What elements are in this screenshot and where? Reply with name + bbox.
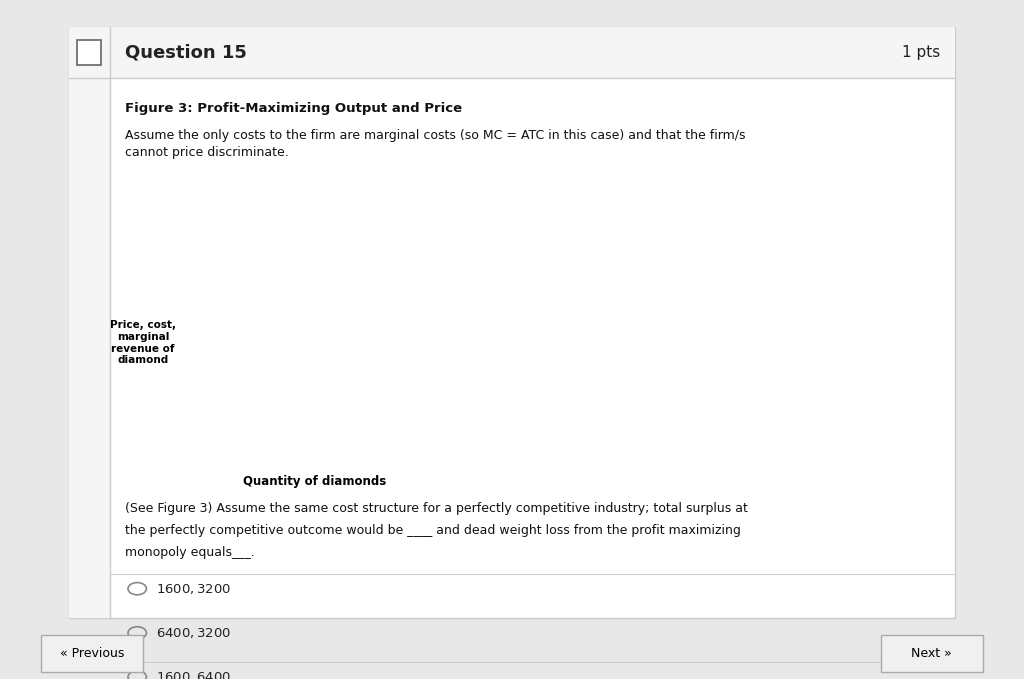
Text: $1600, $6400: $1600, $6400 — [156, 670, 231, 679]
Text: $6400, $3200: $6400, $3200 — [156, 626, 231, 640]
Text: 1 pts: 1 pts — [902, 45, 940, 60]
Text: MR: MR — [336, 410, 353, 420]
Text: B: B — [308, 293, 316, 304]
Text: Next »: Next » — [911, 647, 952, 660]
Text: (See Figure 3) Assume the same cost structure for a perfectly competitive indust: (See Figure 3) Assume the same cost stru… — [125, 502, 748, 515]
Text: cannot price discriminate.: cannot price discriminate. — [125, 146, 289, 159]
Text: the perfectly competitive outcome would be ____ and dead weight loss from the pr: the perfectly competitive outcome would … — [125, 524, 740, 537]
Text: C: C — [380, 344, 387, 354]
Text: Figure 3: Profit-Maximizing Output and Price: Figure 3: Profit-Maximizing Output and P… — [125, 102, 462, 115]
Text: $1600, $3200: $1600, $3200 — [156, 582, 231, 595]
Text: A: A — [308, 344, 316, 354]
Text: Question 15: Question 15 — [125, 43, 247, 62]
Text: Assume the only costs to the firm are marginal costs (so MC = ATC in this case) : Assume the only costs to the firm are ma… — [125, 129, 745, 142]
Text: MC: MC — [438, 350, 456, 361]
Text: Price, cost,
marginal
revenue of
diamond: Price, cost, marginal revenue of diamond — [111, 320, 176, 365]
Text: Quantity of diamonds: Quantity of diamonds — [243, 475, 386, 488]
Text: « Previous: « Previous — [60, 647, 124, 660]
Text: monopoly equals___.: monopoly equals___. — [125, 546, 255, 559]
Text: D: D — [428, 383, 436, 393]
